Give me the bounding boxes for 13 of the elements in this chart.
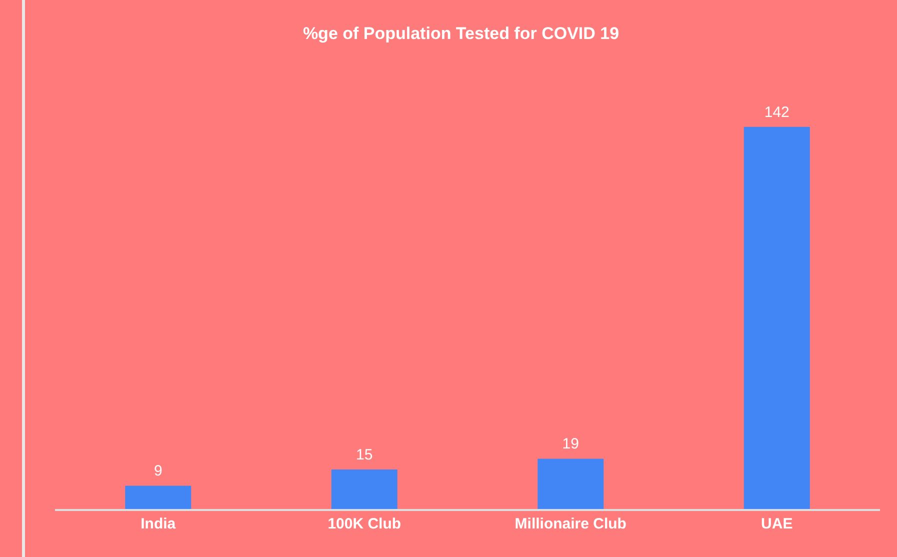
x-tick-label: India [140, 516, 176, 533]
x-tick-label: UAE [761, 516, 793, 533]
chart-title: %ge of Population Tested for COVID 19 [302, 24, 620, 44]
bar [744, 126, 810, 510]
data-label: 15 [356, 446, 373, 464]
x-tick-label: Millionaire Club [514, 516, 626, 533]
data-label: 9 [154, 462, 162, 480]
bar [125, 486, 192, 510]
bar [538, 458, 604, 510]
x-tick-label: 100K Club [328, 516, 402, 533]
data-label: 19 [562, 436, 579, 453]
bar [331, 470, 398, 510]
data-label: 142 [764, 104, 790, 121]
